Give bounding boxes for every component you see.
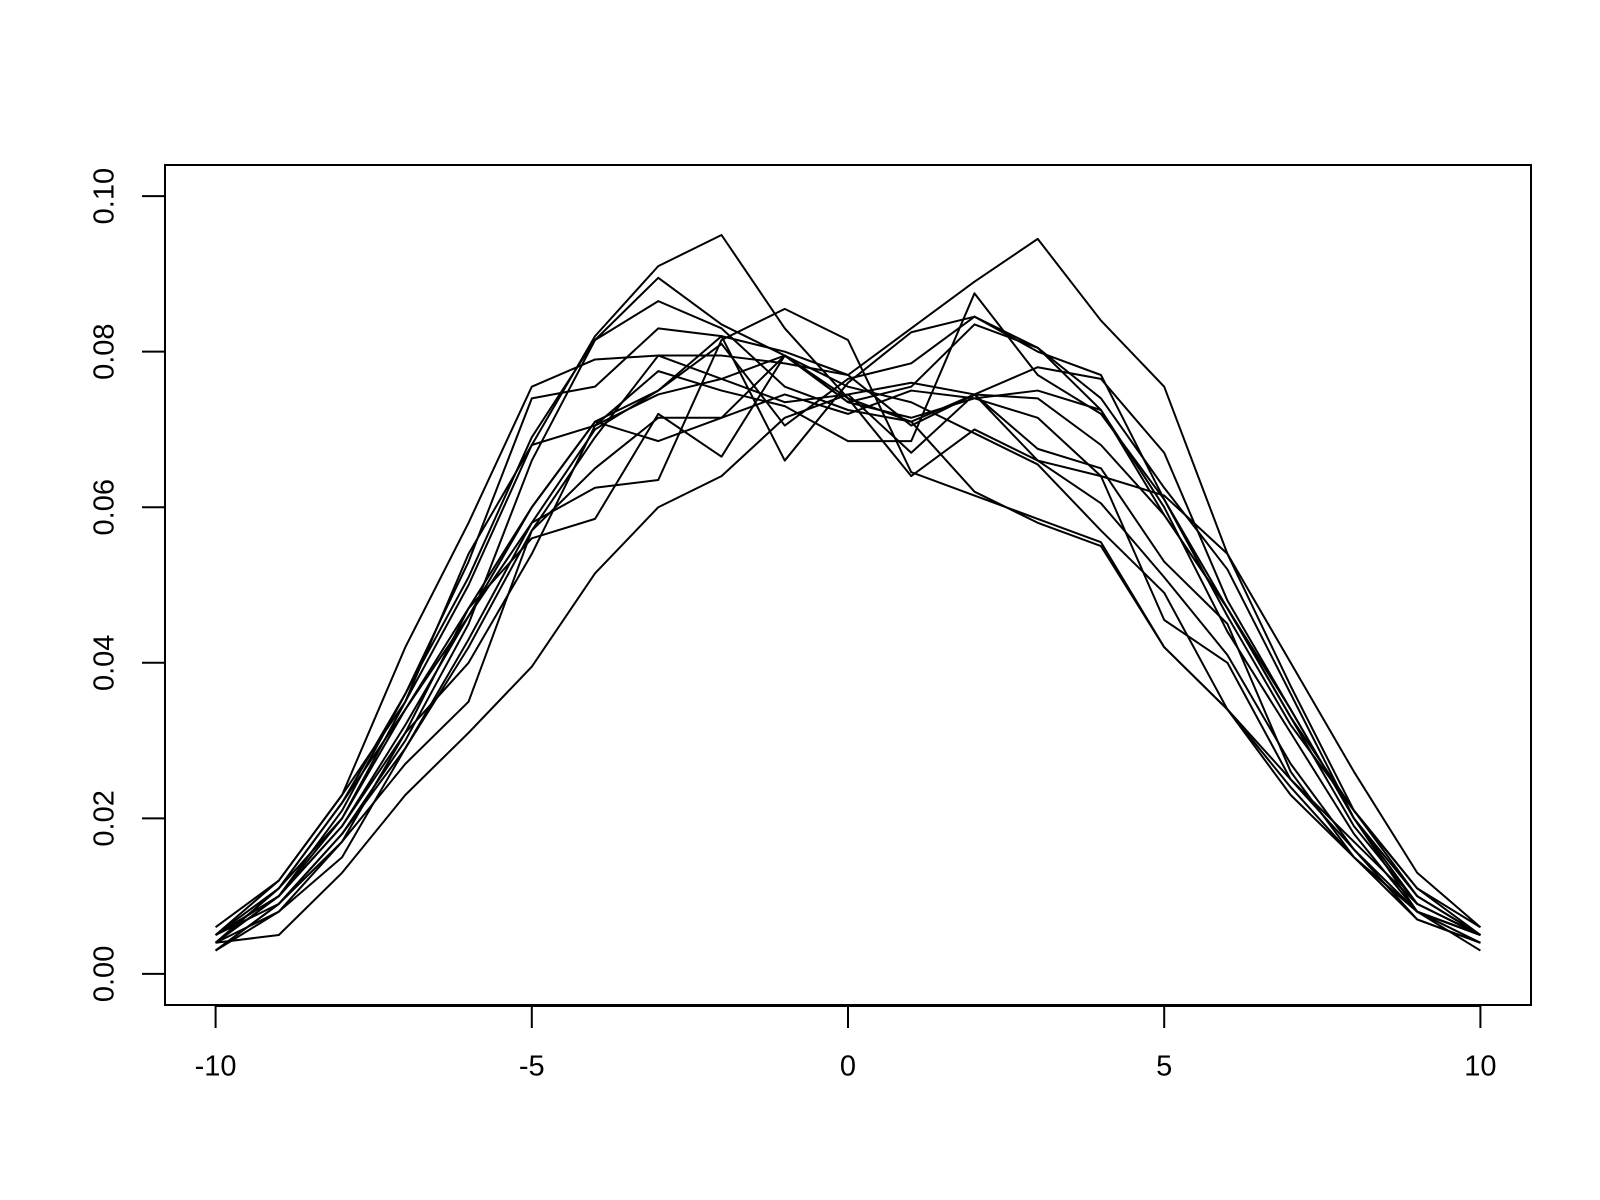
- series-line: [214, 300, 1481, 944]
- plot-box: [164, 164, 1532, 1006]
- series-line: [215, 323, 1481, 952]
- series-line: [214, 315, 1481, 944]
- series-line: [214, 354, 1481, 952]
- x-tick-label: -10: [195, 1051, 237, 1083]
- series-line: [215, 315, 1481, 944]
- y-tick-label: 0.04: [89, 635, 121, 691]
- series-line: [214, 276, 1481, 952]
- y-tick-label: 0.00: [89, 946, 121, 1002]
- x-tick-label: 5: [1156, 1051, 1172, 1083]
- series-line: [214, 292, 1481, 936]
- series-line: [215, 307, 1481, 944]
- y-tick-label: 0.06: [89, 479, 121, 535]
- x-tick-label: 0: [840, 1051, 856, 1083]
- x-tick-label: 10: [1464, 1051, 1496, 1083]
- y-tick-label: 0.10: [89, 168, 121, 224]
- x-tick-label: -5: [519, 1051, 545, 1083]
- y-tick-label: 0.02: [89, 790, 121, 846]
- y-tick-label: 0.08: [89, 323, 121, 379]
- series-line: [214, 389, 1481, 944]
- series-line: [214, 354, 1481, 952]
- series-line: [214, 237, 1482, 936]
- series-line: [215, 354, 1481, 936]
